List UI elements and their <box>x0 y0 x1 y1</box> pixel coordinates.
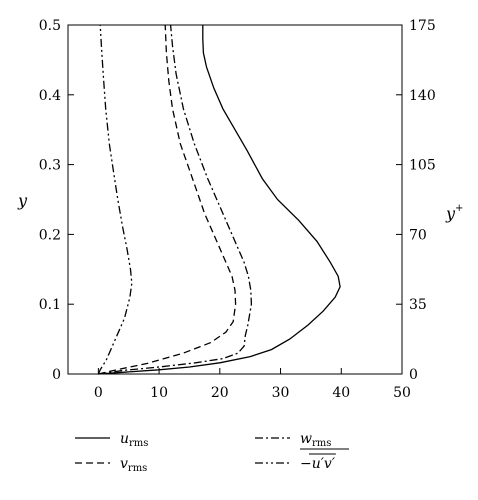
x-tick-label: 20 <box>211 385 229 401</box>
plot-frame <box>67 24 403 375</box>
legend-label-urms: urms <box>120 431 148 449</box>
series-line-wrms <box>98 24 253 375</box>
y2-tick-label: 70 <box>409 227 427 243</box>
series-group <box>97 24 341 375</box>
legend-label-base: −u′v′ <box>300 456 336 472</box>
y2-axis-label-base: y <box>445 204 456 223</box>
legend-label-wrms: wrms <box>300 431 331 449</box>
y-tick-label: 0.4 <box>39 88 61 104</box>
tick-labels: 0 10 20 30 40 50 0 0.1 0.2 0.3 0.4 0.5 0 35 70 105 140 17… <box>39 18 436 401</box>
legend-label-sub: rms <box>129 438 148 449</box>
y2-axis-label: y+ <box>445 203 463 223</box>
series-line-vrms <box>98 24 237 375</box>
legend-label-uv: −u′v′ <box>300 456 336 472</box>
y2-tick-label: 105 <box>409 158 436 174</box>
legend-label-base: u <box>120 431 129 447</box>
legend-label-vrms: vrms <box>120 456 147 474</box>
series-line-urms <box>98 25 341 375</box>
legend-label-sub: rms <box>312 438 331 449</box>
x-tick-label: 10 <box>150 385 168 401</box>
y-axis-label: y <box>17 191 28 210</box>
legend-label-sub: rms <box>128 463 147 474</box>
y2-tick-label: 0 <box>409 367 418 383</box>
ticks <box>68 24 403 375</box>
x-tick-label: 40 <box>332 385 350 401</box>
y-tick-label: 0.5 <box>39 18 61 34</box>
y-tick-label: 0.1 <box>39 297 61 313</box>
y-tick-label: 0 <box>52 367 61 383</box>
y2-tick-label: 140 <box>409 88 436 104</box>
y-tick-label: 0.2 <box>39 227 61 243</box>
x-tick-label: 0 <box>94 385 103 401</box>
x-tick-label: 50 <box>393 385 411 401</box>
x-tick-label: 30 <box>272 385 290 401</box>
legend-label-base: v <box>120 456 128 472</box>
y2-axis-label-sup: + <box>455 203 463 214</box>
legend-label-base: w <box>300 431 312 447</box>
series-line-uv <box>97 24 133 375</box>
y-tick-label: 0.3 <box>39 158 61 174</box>
y2-tick-label: 35 <box>409 297 427 313</box>
y2-tick-label: 175 <box>409 18 436 34</box>
